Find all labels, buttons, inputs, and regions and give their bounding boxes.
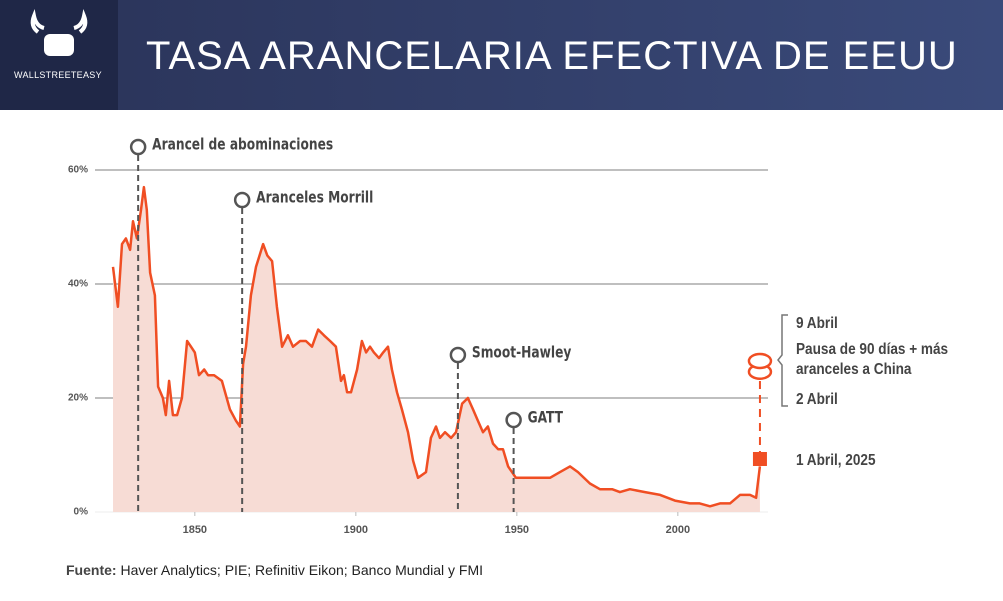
bracket [777,314,788,407]
x-tick-label: 2000 [666,524,690,536]
line [111,185,762,508]
source: Fuente: Haver Analytics; PIE; Refinitiv … [66,562,483,578]
event-label: GATT [528,408,564,426]
point-label: Pausa de 90 días + más [796,341,948,358]
x-tick-label: 1850 [183,524,207,536]
title: TASA ARANCELARIA EFECTIVA DE EEUU [146,34,958,78]
y-tick-label: 40% [68,279,88,290]
event-label: Smoot-Hawley [472,343,572,361]
x-tick-label: 1900 [344,524,368,536]
event-pin [505,411,522,429]
event-pin [449,346,467,364]
point-label: aranceles a China [796,361,912,378]
y-tick-label: 0% [74,507,89,518]
logo-icon [30,9,88,56]
point-label: 2 Abril [796,391,838,408]
point-marker [747,352,773,370]
source-label: Fuente: [66,562,117,578]
event-label: Aranceles Morrill [256,188,373,206]
x-tick-label: 1950 [505,524,529,536]
source-text: Haver Analytics; PIE; Refinitiv Eikon; B… [120,562,484,578]
area [113,187,760,512]
point-label: 9 Abril [796,315,838,332]
chart: 0% 20% 40% 60% 1850 1900 1950 2000 Arancel de ab… [68,135,948,536]
event-pin [233,191,251,209]
point-label: 1 Abril, 2025 [796,452,876,469]
event-label: Arancel de abominaciones [152,135,333,153]
y-tick-label: 20% [68,393,88,404]
logo-text: WALLSTREETEASY [14,70,102,80]
header: WALLSTREETEASY TASA ARANCELARIA EFECTIVA… [0,0,1003,110]
event-pin [129,138,147,156]
logo: WALLSTREETEASY [0,0,118,110]
point-marker [752,451,767,466]
y-tick-label: 60% [68,165,88,176]
